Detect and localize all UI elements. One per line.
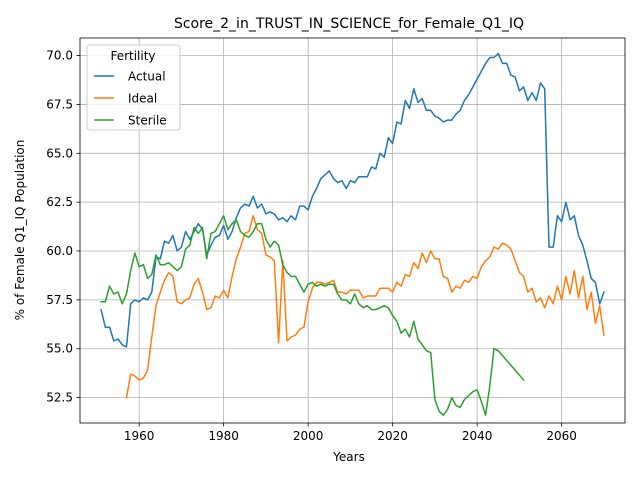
chart-title: Score_2_in_TRUST_IN_SCIENCE_for_Female_Q…: [174, 16, 524, 32]
y-tick-label: 60.0: [46, 244, 73, 258]
legend: Fertility Actual Ideal Sterile: [86, 44, 181, 131]
grid: [80, 38, 625, 423]
x-tick-label: 1980: [208, 429, 239, 443]
axis-ticks: 1960 1980 2000 2020 2040 2060 52.5 55.0 57.5 60.0…: [46, 49, 577, 443]
x-tick-label: 2020: [377, 429, 408, 443]
legend-box: [86, 44, 181, 131]
y-tick-label: 65.0: [46, 146, 73, 160]
y-tick-label: 67.5: [46, 97, 73, 111]
x-axis-label: Years: [332, 450, 365, 464]
y-axis-label: % of Female Q1_IQ Population: [13, 140, 27, 321]
series-line-actual: [100, 52, 605, 348]
x-tick-label: 2000: [293, 429, 324, 443]
y-tick-label: 55.0: [46, 342, 73, 356]
plot-frame: [79, 37, 626, 424]
y-tick-label: 62.5: [46, 195, 73, 209]
series-layer: [100, 52, 605, 416]
legend-label-ideal: Ideal: [128, 92, 157, 106]
y-tick-label: 57.5: [46, 293, 73, 307]
y-tick-label: 70.0: [46, 49, 73, 63]
legend-label-sterile: Sterile: [128, 114, 167, 128]
series-line-ideal: [125, 215, 605, 399]
legend-title: Fertility: [110, 49, 155, 63]
legend-entries: Actual Ideal Sterile: [94, 70, 167, 128]
y-tick-label: 52.5: [46, 391, 73, 405]
x-tick-label: 1960: [124, 429, 155, 443]
legend-label-actual: Actual: [128, 70, 166, 84]
x-tick-label: 2060: [546, 429, 577, 443]
x-tick-label: 2040: [462, 429, 493, 443]
series-line-sterile: [100, 215, 525, 416]
